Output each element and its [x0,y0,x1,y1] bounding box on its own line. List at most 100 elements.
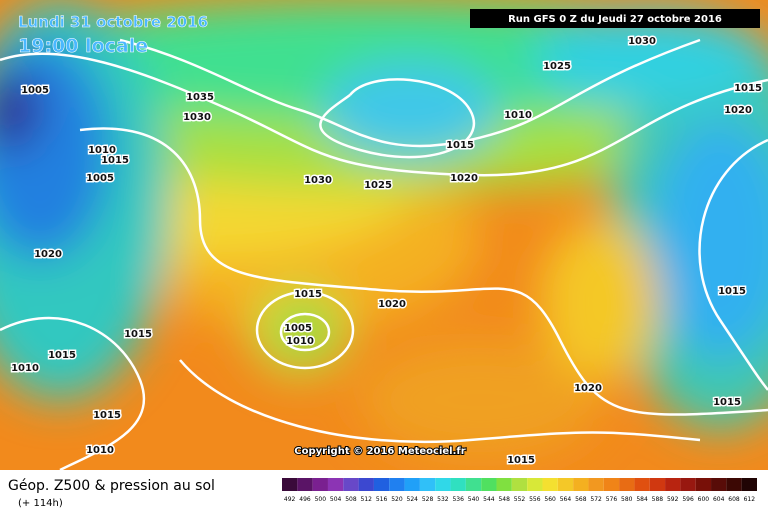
scale-label: 608 [728,496,740,503]
scale-swatch [511,478,528,491]
scale-swatch [711,478,727,491]
scale-swatch [465,478,482,491]
isobar-label: 1015 [124,329,152,340]
scale-label: 576 [606,496,618,503]
isobar-label: 1015 [713,397,741,408]
scale-label: 584 [636,496,648,503]
isobar-label: 1015 [734,83,762,94]
scale-swatch [741,478,757,491]
isobar-label: 1025 [543,61,571,72]
date-label: Lundi 31 octobre 2016 [18,13,208,31]
scale-swatch [343,478,359,491]
scale-swatch [297,478,313,491]
isobar-label: 1020 [34,249,62,260]
scale-label: 600 [698,496,710,503]
scale-label: 572 [590,496,602,503]
scale-label: 568 [575,496,587,503]
scale-label: 512 [361,496,373,503]
scale-label: 544 [483,496,495,503]
scale-label: 580 [621,496,633,503]
isobar-label: 1010 [86,445,114,456]
scale-label: 564 [560,496,572,503]
scale-swatch [603,478,620,491]
scale-swatch [588,478,604,491]
scale-label: 536 [452,496,464,503]
scale-label: 548 [498,496,510,503]
run-box [470,9,760,28]
scale-label: 500 [315,496,327,503]
run-label: Run GFS 0 Z du Jeudi 27 octobre 2016 [508,14,722,25]
scale-swatch [481,478,497,491]
scale-label: 520 [391,496,403,503]
scale-label: 588 [652,496,664,503]
legend-lead: (+ 114h) [18,498,63,509]
scale-label: 556 [529,496,541,503]
scale-swatch [665,478,681,491]
scale-label: 592 [667,496,679,503]
time-label: 19:00 locale [18,35,148,57]
isobar-label: 1005 [284,323,312,334]
scale-swatch [680,478,696,491]
scale-swatch [282,478,298,491]
scale-swatch [312,478,328,491]
isobar-label: 1015 [507,455,535,466]
isobar-label: 1015 [93,410,121,421]
scale-label: 612 [744,496,756,503]
scale-swatch [373,478,390,491]
scale-label: 560 [544,496,556,503]
scale-label: 492 [284,496,296,503]
isobar-label: 1010 [286,336,314,347]
isobar-label: 1010 [11,363,39,374]
scale-swatch [649,478,666,491]
scale-swatch [450,478,466,491]
scale-swatch [726,478,742,491]
scale-swatch [419,478,436,491]
scale-swatch [404,478,420,491]
isobar-label: 1020 [450,173,478,184]
isobar-label: 1035 [186,92,214,103]
isobar-label: 1015 [718,286,746,297]
scale-swatch [358,478,374,491]
scale-label: 596 [682,496,694,503]
scale-swatch [573,478,589,491]
scale-label: 516 [376,496,388,503]
isobar-label: 1005 [21,85,49,96]
isobar-label: 1030 [183,112,211,123]
scale-swatch [527,478,543,491]
scale-swatch [542,478,558,491]
isobar-label: 1010 [88,145,116,156]
isobar-label: 1015 [48,350,76,361]
scale-swatch [557,478,574,491]
scale-label: 496 [299,496,311,503]
isobar-label: 1020 [378,299,406,310]
scale-swatch [389,478,405,491]
scale-swatch [695,478,712,491]
scale-swatch [327,478,344,491]
scale-label: 604 [713,496,725,503]
scale-label: 540 [468,496,480,503]
isobar-label: 1015 [446,140,474,151]
legend-title: Géop. Z500 & pression au sol [8,478,215,494]
isobar-label: 1015 [101,155,129,166]
isobar-label: 1030 [304,175,332,186]
copyright: Copyright © 2016 Meteociel.fr [294,446,465,457]
scale-label: 508 [345,496,357,503]
isobars [0,38,768,470]
isobar-label: 1030 [628,36,656,47]
isobar-label: 1020 [574,383,602,394]
scale-label: 532 [437,496,449,503]
scale-label: 504 [330,496,342,503]
isobar-label: 1010 [504,110,532,121]
field [0,0,768,470]
scale-swatch [496,478,512,491]
scale-label: 552 [514,496,526,503]
scale-swatch [634,478,650,491]
isobar-label: 1005 [86,173,114,184]
scale-swatch [435,478,451,491]
isobar-label: 1015 [294,289,322,300]
scale-label: 528 [422,496,434,503]
scale-swatch [619,478,635,491]
isobar-label: 1025 [364,180,392,191]
scale-label: 524 [407,496,419,503]
